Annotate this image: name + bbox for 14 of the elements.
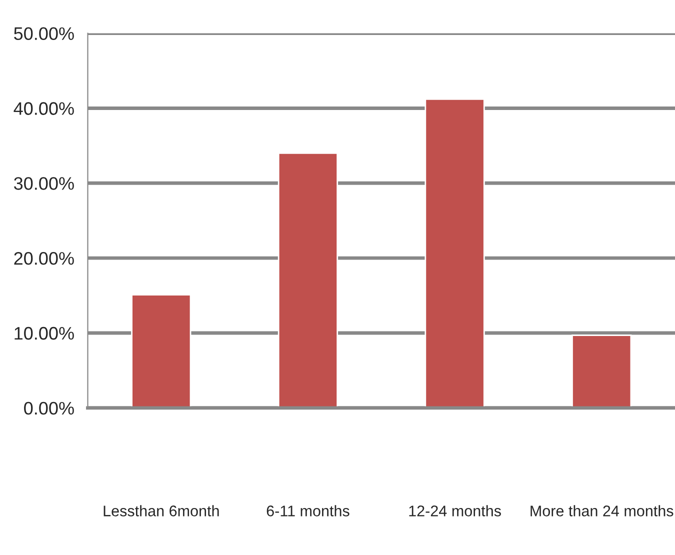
x-tick-label: Lessthan 6month xyxy=(104,505,219,516)
bar xyxy=(131,294,192,408)
y-tick-label: 20.00% xyxy=(14,252,74,265)
y-tick-label: 30.00% xyxy=(14,177,74,190)
bar xyxy=(278,152,338,408)
y-tick-label: 50.00% xyxy=(14,27,74,40)
bar xyxy=(424,98,485,408)
y-tick-label: 40.00% xyxy=(14,102,74,115)
y-tick-label: 0.00% xyxy=(24,402,74,415)
bar xyxy=(572,334,632,408)
x-tick-label: 12-24 months xyxy=(409,505,501,516)
y-tick-label: 10.00% xyxy=(14,326,74,340)
x-tick-label: 6-11 months xyxy=(266,505,350,516)
x-tick-label: More than 24 months xyxy=(530,505,674,516)
